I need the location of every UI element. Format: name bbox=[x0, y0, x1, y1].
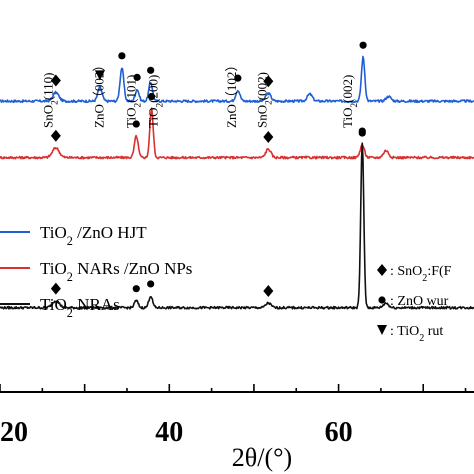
peak-label: SnO2(002) bbox=[255, 72, 275, 128]
series-line-0 bbox=[0, 55, 474, 104]
peak-marker-circle bbox=[133, 73, 141, 81]
peak-marker-diamond bbox=[263, 285, 274, 298]
peak-marker-circle bbox=[147, 280, 155, 288]
peak-label: TiO2(101) bbox=[123, 75, 143, 128]
peak-label: TiO2(200) bbox=[145, 75, 165, 128]
peak-marker-circle bbox=[358, 127, 366, 135]
peak-label: ZnO（002） bbox=[91, 59, 106, 128]
marker-legend: : SnO2:F(F : ZnO wur : TiO2 rut bbox=[377, 264, 452, 344]
peak-marker-diamond bbox=[263, 130, 274, 143]
x-tick-label: 60 bbox=[325, 417, 353, 448]
peak-marker-diamond bbox=[263, 75, 274, 88]
peak-marker-diamond bbox=[50, 74, 61, 87]
peak-marker-circle bbox=[234, 74, 242, 82]
legend-label: TiO2 NARs /ZnO NPs bbox=[40, 259, 192, 284]
peak-marker-circle bbox=[147, 66, 155, 74]
peak-labels: SnO2(110) ZnO（002） TiO2(101)TiO2(200) ZnO（1… bbox=[40, 59, 360, 128]
peak-marker-diamond bbox=[50, 282, 61, 295]
peak-marker-triangle-down bbox=[94, 70, 105, 81]
x-axis-title: 2θ/(°) bbox=[232, 443, 292, 472]
marker-legend-label: : SnO2:F(F bbox=[390, 264, 452, 284]
marker-legend-symbol bbox=[377, 264, 387, 276]
marker-legend-symbol bbox=[377, 325, 387, 335]
peak-marker-circle bbox=[132, 285, 140, 293]
legend-label: TiO2 /ZnO HJT bbox=[40, 223, 147, 248]
series-line-2 bbox=[0, 142, 474, 310]
peak-marker-circle bbox=[132, 120, 140, 128]
series-curves bbox=[0, 55, 474, 310]
x-tick-label: 20 bbox=[0, 417, 28, 448]
peak-markers bbox=[50, 41, 367, 298]
peak-marker-circle bbox=[118, 52, 126, 60]
x-tick-label: 40 bbox=[155, 417, 183, 448]
peak-label: TiO2(002) bbox=[340, 75, 360, 128]
peak-label: ZnO（102） bbox=[224, 59, 239, 128]
peak-marker-circle bbox=[359, 41, 367, 49]
series-legend: TiO2 /ZnO HJT TiO2 NARs /ZnO NPs TiO2 NRAs bbox=[0, 223, 192, 320]
x-axis: 20 40 60 2θ/(°) bbox=[0, 384, 474, 472]
peak-marker-circle bbox=[147, 92, 156, 101]
marker-legend-symbol bbox=[378, 296, 386, 304]
peak-marker-diamond bbox=[50, 129, 61, 142]
legend-label: TiO2 NRAs bbox=[40, 295, 120, 320]
peak-label: SnO2(110) bbox=[40, 73, 60, 128]
marker-legend-label: : ZnO wur bbox=[390, 294, 449, 309]
marker-legend-label: : TiO2 rut bbox=[390, 324, 443, 344]
series-line-1 bbox=[0, 107, 474, 160]
